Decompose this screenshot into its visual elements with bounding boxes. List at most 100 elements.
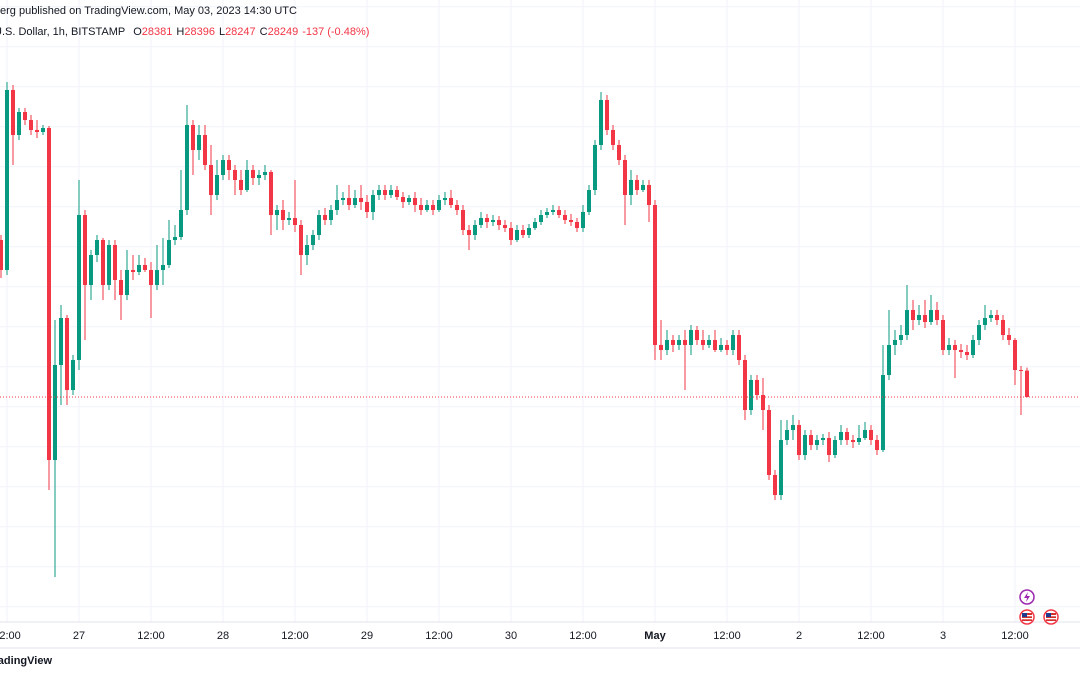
ohlc-label: O bbox=[133, 26, 142, 38]
candle-body bbox=[869, 430, 873, 440]
candle-body bbox=[737, 335, 741, 360]
candle-body bbox=[527, 228, 531, 235]
candle-body bbox=[497, 220, 501, 225]
x-tick-label: 30 bbox=[505, 630, 517, 642]
candle-body bbox=[911, 310, 915, 320]
candle-body bbox=[761, 395, 765, 410]
candle-body bbox=[995, 315, 999, 320]
candle-body bbox=[857, 438, 861, 442]
x-tick-label: 2 bbox=[796, 630, 802, 642]
candle-body bbox=[617, 145, 621, 160]
candle-body bbox=[107, 245, 111, 285]
candle-body bbox=[929, 310, 933, 322]
flag-stripe bbox=[1022, 618, 1032, 620]
flag-stripe bbox=[1046, 618, 1056, 620]
x-tick-label: 12:00 bbox=[1001, 630, 1029, 642]
candles bbox=[0, 82, 1080, 577]
candle-body bbox=[959, 350, 963, 352]
ohlc-value: 28396 bbox=[184, 26, 215, 38]
candle-body bbox=[365, 202, 369, 212]
candle-body bbox=[665, 340, 669, 350]
candle-body bbox=[401, 197, 405, 202]
candle-body bbox=[185, 125, 189, 210]
candle-body bbox=[173, 237, 177, 240]
x-tick-label: 3 bbox=[940, 630, 946, 642]
candle-body bbox=[125, 270, 129, 295]
candle-body bbox=[755, 380, 759, 395]
candle-body bbox=[101, 240, 105, 285]
candle-body bbox=[215, 175, 219, 195]
candle-body bbox=[515, 230, 519, 240]
candle-body bbox=[779, 440, 783, 495]
candle-body bbox=[587, 190, 591, 212]
candle-body bbox=[1019, 370, 1023, 371]
candle-body bbox=[623, 160, 627, 195]
candle-body bbox=[821, 438, 825, 440]
candle-body bbox=[707, 340, 711, 345]
candle-body bbox=[257, 175, 261, 178]
candle-body bbox=[899, 335, 903, 340]
candle-body bbox=[167, 240, 171, 265]
candle-body bbox=[467, 230, 471, 235]
candle-body bbox=[233, 170, 237, 180]
publish-title: erg published on TradingView.com, May 03… bbox=[0, 5, 297, 17]
candle-body bbox=[419, 205, 423, 210]
candle-body bbox=[827, 438, 831, 455]
candle-body bbox=[383, 190, 387, 195]
candle-body bbox=[881, 375, 885, 450]
candle-body bbox=[11, 90, 15, 135]
candle-body bbox=[575, 222, 579, 228]
candle-body bbox=[143, 265, 147, 270]
candle-body bbox=[407, 198, 411, 202]
candle-body bbox=[437, 200, 441, 210]
candle-body bbox=[41, 128, 45, 132]
candle-body bbox=[539, 215, 543, 222]
candle-body bbox=[521, 230, 525, 235]
candle-body bbox=[461, 210, 465, 230]
ohlc-value: 28247 bbox=[225, 26, 256, 38]
x-tick-label: 12:00 bbox=[425, 630, 453, 642]
candle-body bbox=[947, 345, 951, 350]
candle-body bbox=[725, 345, 729, 350]
candle-body bbox=[293, 218, 297, 225]
candle-body bbox=[395, 190, 399, 197]
candle-body bbox=[431, 205, 435, 210]
candle-body bbox=[455, 205, 459, 210]
candle-body bbox=[965, 352, 969, 355]
candle-body bbox=[179, 210, 183, 237]
event-icons bbox=[1019, 589, 1059, 625]
candle-body bbox=[5, 90, 9, 270]
candle-body bbox=[701, 340, 705, 345]
candle-body bbox=[581, 212, 585, 228]
x-tick-label: 12:00 bbox=[857, 630, 885, 642]
candle-body bbox=[683, 340, 687, 345]
candle-body bbox=[269, 172, 273, 215]
x-tick-label: 12:00 bbox=[713, 630, 741, 642]
candle-body bbox=[47, 128, 51, 460]
candle-body bbox=[503, 225, 507, 228]
candle-body bbox=[17, 112, 21, 135]
candle-body bbox=[95, 240, 99, 255]
candle-body bbox=[989, 315, 993, 318]
candle-body bbox=[131, 270, 135, 272]
x-tick-label: 29 bbox=[361, 630, 373, 642]
candle-body bbox=[743, 360, 747, 410]
candle-body bbox=[263, 172, 267, 175]
candle-body bbox=[35, 130, 39, 132]
candle-body bbox=[89, 255, 93, 285]
candle-body bbox=[767, 410, 771, 475]
candle-body bbox=[341, 198, 345, 200]
candle-body bbox=[77, 215, 81, 360]
candle-body bbox=[557, 210, 561, 215]
candle-body bbox=[977, 325, 981, 340]
candle-body bbox=[941, 320, 945, 350]
flag-icon[interactable] bbox=[1019, 609, 1035, 625]
candle-body bbox=[311, 235, 315, 245]
flag-icon[interactable] bbox=[1043, 609, 1059, 625]
candle-body bbox=[329, 210, 333, 220]
symbol: U.S. Dollar, 1h, BITSTAMP bbox=[0, 26, 125, 38]
lightning bbox=[1024, 592, 1030, 602]
candle-body bbox=[863, 430, 867, 438]
candle-body bbox=[791, 425, 795, 430]
candle-body bbox=[239, 180, 243, 190]
